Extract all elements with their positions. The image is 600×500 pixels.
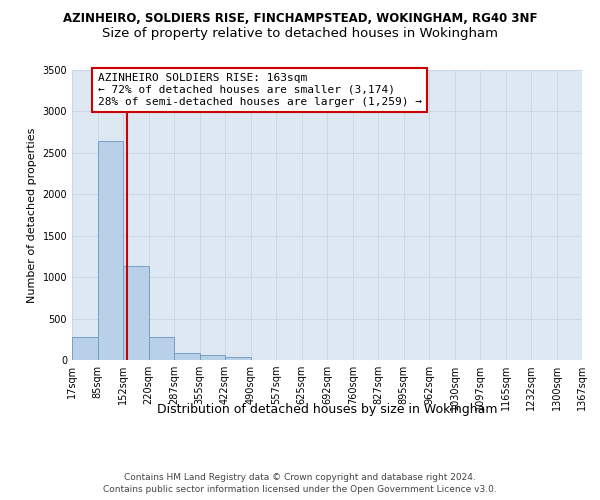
Bar [72, 337, 97, 360]
Text: Contains public sector information licensed under the Open Government Licence v3: Contains public sector information licen… [103, 485, 497, 494]
Text: AZINHEIRO, SOLDIERS RISE, FINCHAMPSTEAD, WOKINGHAM, RG40 3NF: AZINHEIRO, SOLDIERS RISE, FINCHAMPSTEAD,… [63, 12, 537, 26]
Bar [174, 353, 199, 360]
Text: Contains HM Land Registry data © Crown copyright and database right 2024.: Contains HM Land Registry data © Crown c… [124, 472, 476, 482]
Y-axis label: Number of detached properties: Number of detached properties [27, 128, 37, 302]
Bar [225, 356, 251, 360]
Bar [200, 356, 225, 360]
Bar [123, 266, 149, 360]
Text: Distribution of detached houses by size in Wokingham: Distribution of detached houses by size … [157, 402, 497, 415]
Text: AZINHEIRO SOLDIERS RISE: 163sqm
← 72% of detached houses are smaller (3,174)
28%: AZINHEIRO SOLDIERS RISE: 163sqm ← 72% of… [98, 74, 422, 106]
Bar [149, 337, 174, 360]
Bar [98, 142, 123, 360]
Text: Size of property relative to detached houses in Wokingham: Size of property relative to detached ho… [102, 28, 498, 40]
